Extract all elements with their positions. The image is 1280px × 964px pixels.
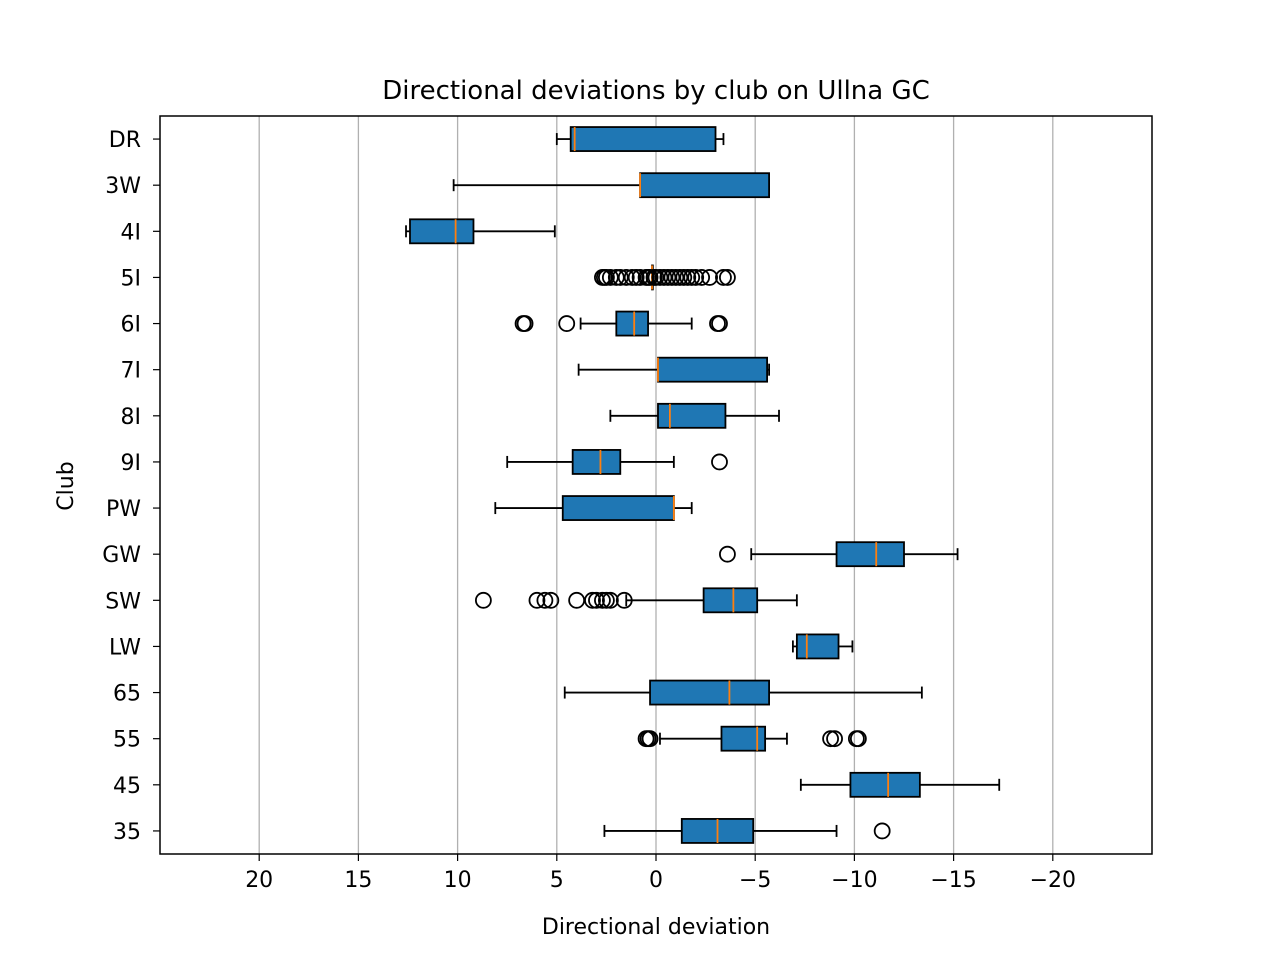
box-pw (494, 495, 693, 521)
outlier-point (516, 315, 534, 332)
box-7i (577, 356, 770, 383)
y-tick-label: 35 (113, 820, 141, 845)
outlier-point (826, 730, 843, 748)
outlier-point (719, 545, 736, 563)
box-lw (791, 633, 854, 660)
x-tick-label: −10 (831, 868, 877, 893)
outlier-point (719, 269, 736, 286)
box-dr (555, 126, 725, 152)
y-tick-label: 8I (121, 405, 142, 430)
box-body (657, 356, 769, 383)
y-tick-label: 6I (121, 313, 142, 338)
outlier-point (822, 730, 839, 748)
y-axis-title: Club (54, 461, 79, 510)
y-tick-label: PW (106, 497, 141, 522)
outlier-point (675, 269, 693, 286)
box-6i (514, 310, 728, 337)
y-tick-label: SW (105, 589, 141, 614)
box-8i (609, 402, 780, 429)
outlier-point (873, 822, 891, 840)
outlier-point (679, 269, 697, 286)
box-body (649, 679, 770, 706)
y-tick-label: 5I (121, 266, 142, 291)
outlier-point (683, 269, 701, 286)
box-body (571, 449, 622, 475)
box-65 (563, 679, 923, 706)
outlier-point (542, 591, 560, 609)
x-axis-ticks: 20 15 10 5 0 −5 −10 −15 −20 (245, 854, 1076, 893)
box-body (639, 172, 770, 199)
x-tick-label: 10 (444, 868, 472, 893)
box-gw (719, 541, 959, 568)
x-tick-label: 20 (245, 868, 273, 893)
x-tick-label: −15 (930, 868, 976, 893)
box-body (849, 771, 921, 798)
outlier-point (849, 730, 867, 748)
box-9i (506, 449, 728, 475)
box-3w (452, 172, 770, 199)
x-tick-label: −5 (739, 868, 771, 893)
outlier-point (558, 315, 576, 332)
x-tick-label: 5 (550, 868, 564, 893)
outlier-point (528, 591, 546, 609)
outlier-point (641, 730, 659, 748)
y-tick-label: 9I (121, 451, 142, 476)
outlier-point (598, 591, 615, 609)
box-series (405, 126, 1001, 844)
outlier-point (701, 269, 718, 286)
outlier-point (627, 269, 645, 286)
outlier-point (711, 453, 728, 471)
outlier-point (584, 591, 601, 609)
y-tick-label: 55 (113, 728, 141, 753)
box-body (720, 725, 767, 752)
outlier-point (687, 269, 705, 286)
y-tick-label: 7I (121, 359, 142, 384)
y-tick-label: 3W (105, 174, 141, 199)
outlier-point (715, 269, 732, 286)
box-body (615, 310, 649, 337)
y-tick-label: LW (109, 635, 141, 660)
x-tick-label: 0 (649, 868, 663, 893)
outlier-point (693, 269, 711, 286)
chart-title: Directional deviations by club on Ullna … (382, 76, 930, 106)
outlier-point (711, 315, 728, 332)
outlier-point (598, 269, 615, 286)
box-sw (474, 587, 798, 614)
box-55 (637, 725, 867, 752)
x-tick-label: 15 (344, 868, 372, 893)
x-axis-title: Directional deviation (542, 915, 770, 940)
box-body (795, 633, 840, 660)
outlier-point (641, 269, 659, 286)
outlier-point (617, 269, 635, 286)
outlier-point (588, 591, 605, 609)
y-tick-label: 4I (121, 220, 142, 245)
box-body (569, 126, 717, 152)
outlier-point (536, 591, 554, 609)
y-tick-label: DR (109, 128, 141, 153)
y-axis-ticks: DR 3W 4I 5I 6I 7I 8I 9I PW GW SW LW 65 55 45 35 (102, 128, 160, 845)
outlier-point (601, 591, 619, 609)
box-5i (594, 264, 736, 291)
box-4i (405, 218, 556, 245)
box-45 (799, 771, 1001, 798)
outlier-point (615, 591, 633, 609)
y-tick-label: 65 (113, 682, 141, 707)
y-tick-label: 45 (113, 774, 141, 799)
box-body (657, 402, 727, 429)
box-body (561, 495, 675, 521)
y-tick-label: GW (102, 543, 141, 568)
box-body (835, 541, 905, 568)
outlier-point (594, 591, 611, 609)
box-body (702, 587, 759, 614)
x-tick-label: −20 (1030, 868, 1076, 893)
box-35 (603, 818, 891, 844)
box-body (409, 218, 475, 245)
outlier-point (474, 591, 492, 609)
